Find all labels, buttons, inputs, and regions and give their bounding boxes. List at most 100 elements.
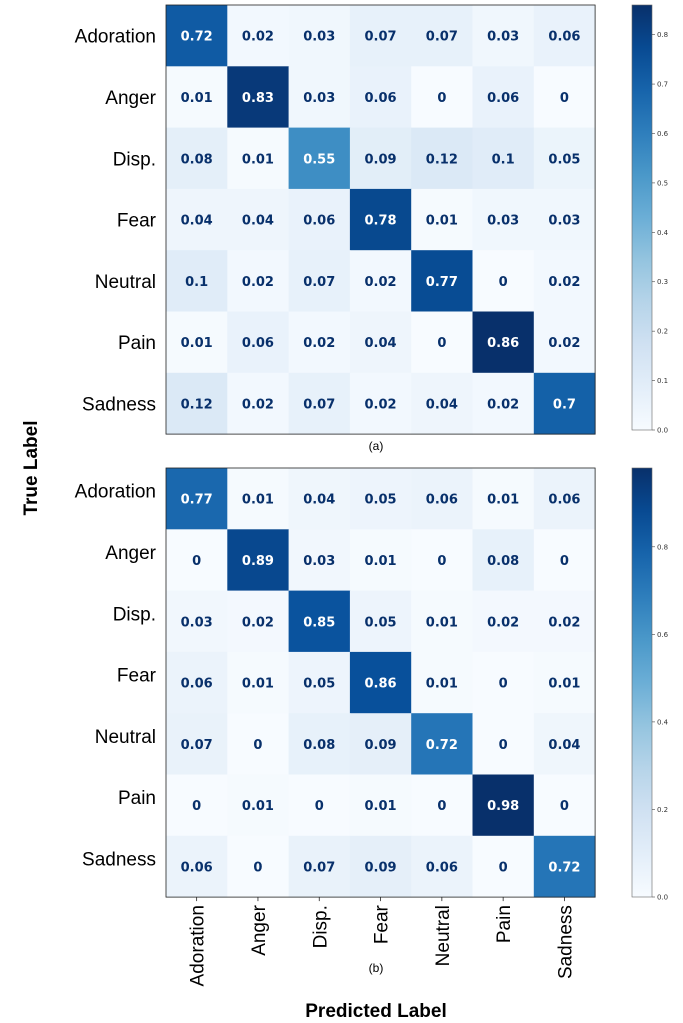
heatmap-cell xyxy=(472,713,535,775)
colorbar-tick-label: 0.3 xyxy=(657,278,668,286)
y-axis-title: True Label xyxy=(21,420,42,515)
heatmap-cell xyxy=(349,372,412,435)
heatmap-cell xyxy=(227,529,290,592)
colorbar xyxy=(631,467,653,898)
colorbar-tick-label: 0.4 xyxy=(657,229,669,237)
cell-value-label: 0.12 xyxy=(181,397,213,412)
heatmap-cell xyxy=(533,5,596,67)
heatmap-cell xyxy=(533,651,596,714)
cell-value-label: 0.01 xyxy=(181,336,213,351)
cell-value-label: 0.05 xyxy=(303,677,335,692)
cell-value-label: 0.72 xyxy=(181,30,213,45)
heatmap-cell xyxy=(411,372,473,435)
cell-value-label: 0.08 xyxy=(303,738,335,753)
heatmap-cell xyxy=(533,529,596,592)
cell-value-label: 0 xyxy=(560,91,569,106)
heatmap-cell xyxy=(472,835,535,898)
cell-value-label: 0.04 xyxy=(426,397,458,412)
cell-value-label: 0.02 xyxy=(548,336,580,351)
cell-value-label: 0.1 xyxy=(185,275,208,290)
cell-value-label: 0.05 xyxy=(365,615,397,630)
cell-value-label: 0.01 xyxy=(242,677,274,692)
heatmap-cell xyxy=(166,188,228,251)
cell-value-label: 0.06 xyxy=(181,677,213,692)
heatmap-cell xyxy=(166,713,228,775)
cell-value-label: 0 xyxy=(315,799,324,814)
colorbar-tick-label: 0.8 xyxy=(657,543,668,551)
cell-value-label: 0 xyxy=(499,275,508,290)
heatmap-cell xyxy=(411,66,473,129)
colorbar-tick-label: 0.2 xyxy=(657,328,668,336)
heatmap-cell xyxy=(227,372,290,435)
row-tick-label: Sadness xyxy=(82,394,156,415)
cell-value-label: 0 xyxy=(437,554,446,569)
colorbar-tick-label: 0.0 xyxy=(657,894,668,902)
heatmap-cell xyxy=(288,590,351,653)
cell-value-label: 0.86 xyxy=(487,336,519,351)
heatmap-cell xyxy=(533,468,596,530)
heatmap-cell xyxy=(411,590,473,653)
colorbar-tick-label: 0.0 xyxy=(657,427,668,435)
heatmap-cell xyxy=(288,127,351,190)
cell-value-label: 0.01 xyxy=(426,615,458,630)
heatmap-cell xyxy=(349,590,412,653)
heatmap-cell xyxy=(411,5,473,67)
cell-value-label: 0 xyxy=(499,738,508,753)
heatmap-cell xyxy=(411,127,473,190)
cell-value-label: 0.06 xyxy=(548,30,580,45)
cell-value-label: 0.03 xyxy=(303,30,335,45)
colorbar-tick-label: 0.6 xyxy=(657,130,669,138)
cell-value-label: 0.06 xyxy=(487,91,519,106)
row-tick-label: Anger xyxy=(105,543,156,564)
cell-value-label: 0.02 xyxy=(365,275,397,290)
heatmap-cell xyxy=(288,5,351,67)
heatmap-cell xyxy=(472,468,535,530)
cell-value-label: 0.07 xyxy=(303,275,335,290)
heatmap-cell xyxy=(227,5,290,67)
heatmap-cell xyxy=(472,774,535,837)
cell-value-label: 0 xyxy=(192,554,201,569)
row-tick-label: Anger xyxy=(105,88,156,109)
cell-value-label: 0.07 xyxy=(181,738,213,753)
heatmap-cell xyxy=(288,713,351,775)
heatmap-cell xyxy=(227,127,290,190)
heatmap-cell xyxy=(288,529,351,592)
heatmap-cell xyxy=(166,127,228,190)
cell-value-label: 0 xyxy=(560,799,569,814)
heatmap-cell xyxy=(533,66,596,129)
cell-value-label: 0.01 xyxy=(242,493,274,508)
cell-value-label: 0.09 xyxy=(365,152,397,167)
heatmap-cell xyxy=(472,311,535,374)
cell-value-label: 0.07 xyxy=(426,30,458,45)
cell-value-label: 0.03 xyxy=(181,615,213,630)
col-tick-label: Anger xyxy=(249,904,270,955)
heatmap-cell xyxy=(349,651,412,714)
cell-value-label: 0.06 xyxy=(303,214,335,229)
colorbar-tick-label: 0.1 xyxy=(657,377,668,385)
heatmap-cell xyxy=(349,66,412,129)
heatmap-cell xyxy=(411,713,473,775)
heatmap-cell xyxy=(411,468,473,530)
heatmap-cell xyxy=(349,188,412,251)
colorbar xyxy=(631,4,653,431)
heatmap-cell xyxy=(472,590,535,653)
cell-value-label: 0.02 xyxy=(548,615,580,630)
cell-value-label: 0.77 xyxy=(181,493,213,508)
heatmap-cell xyxy=(411,651,473,714)
heatmap-cell xyxy=(227,66,290,129)
cell-value-label: 0.03 xyxy=(303,91,335,106)
cell-value-label: 0.05 xyxy=(548,152,580,167)
heatmap-cell xyxy=(472,127,535,190)
cell-value-label: 0.07 xyxy=(303,397,335,412)
cell-value-label: 0.02 xyxy=(487,397,519,412)
heatmap-cell xyxy=(411,188,473,251)
cell-value-label: 0 xyxy=(499,860,508,875)
heatmap-cell xyxy=(472,5,535,67)
heatmap-cell xyxy=(227,590,290,653)
heatmap-cell xyxy=(166,250,228,312)
row-tick-label: Neutral xyxy=(95,727,156,748)
cell-value-label: 0 xyxy=(437,91,446,106)
cell-value-label: 0.55 xyxy=(303,152,335,167)
cell-value-label: 0.03 xyxy=(548,214,580,229)
row-tick-label: Sadness xyxy=(82,849,156,870)
